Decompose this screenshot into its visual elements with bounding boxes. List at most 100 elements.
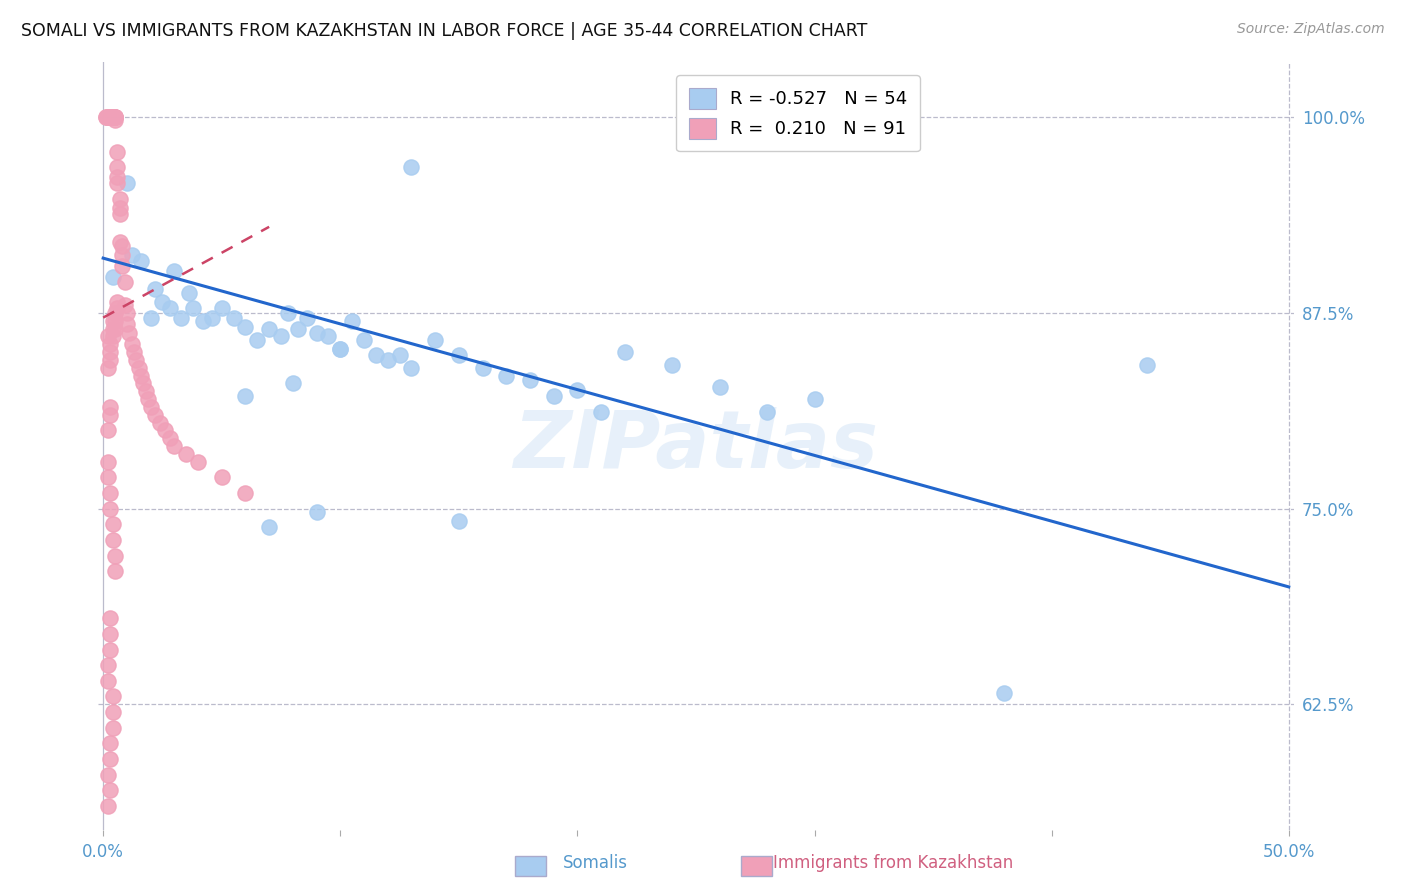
Point: [97, 110, 120, 124]
Point: [235, 389, 257, 403]
Point: [101, 705, 124, 719]
Point: [97, 110, 120, 124]
Point: [136, 392, 159, 406]
Point: [803, 392, 825, 406]
Point: [114, 298, 136, 312]
Point: [495, 368, 517, 383]
Point: [97, 799, 120, 814]
Point: [101, 110, 124, 124]
Point: [104, 110, 127, 124]
Point: [94, 110, 117, 124]
Point: [104, 306, 127, 320]
Point: [143, 408, 166, 422]
Point: [121, 337, 143, 351]
Point: [295, 310, 318, 325]
Point: [101, 329, 124, 343]
Point: [613, 345, 636, 359]
Point: [246, 333, 269, 347]
Point: [277, 306, 299, 320]
Point: [97, 360, 120, 375]
Point: [104, 113, 127, 128]
Point: [98, 110, 121, 124]
Point: [108, 235, 131, 250]
Point: [281, 376, 304, 391]
Point: [471, 360, 494, 375]
Point: [98, 736, 121, 750]
Point: [115, 306, 138, 320]
Point: [98, 611, 121, 625]
Point: [543, 389, 565, 403]
Point: [118, 326, 141, 341]
Point: [104, 314, 127, 328]
Point: [567, 383, 589, 397]
Point: [98, 110, 121, 124]
Point: [329, 342, 352, 356]
Point: [257, 520, 280, 534]
Point: [108, 207, 131, 221]
Point: [98, 110, 121, 124]
Point: [211, 301, 233, 316]
Point: [756, 404, 779, 418]
Point: [97, 673, 120, 688]
Point: [132, 376, 155, 391]
Point: [222, 310, 245, 325]
Point: [270, 329, 292, 343]
Point: [591, 404, 613, 418]
Point: [135, 384, 157, 399]
Point: [129, 254, 152, 268]
Point: [235, 320, 257, 334]
Point: [98, 408, 121, 422]
Point: [104, 110, 127, 124]
Point: [139, 310, 162, 325]
Point: [114, 275, 136, 289]
Point: [104, 549, 127, 563]
Point: [101, 517, 124, 532]
Point: [105, 176, 128, 190]
Point: [519, 373, 541, 387]
Point: [98, 337, 121, 351]
Point: [104, 110, 127, 124]
Point: [364, 348, 387, 362]
Point: [101, 110, 124, 124]
Point: [353, 333, 375, 347]
Point: [174, 447, 197, 461]
Point: [287, 321, 309, 335]
Point: [104, 110, 127, 124]
Point: [94, 110, 117, 124]
Text: Source: ZipAtlas.com: Source: ZipAtlas.com: [1237, 22, 1385, 37]
Point: [340, 314, 363, 328]
Point: [177, 285, 200, 300]
Point: [105, 295, 128, 310]
Point: [1135, 358, 1157, 372]
Point: [101, 110, 124, 124]
Point: [447, 348, 470, 362]
Point: [447, 514, 470, 528]
Point: [170, 310, 193, 325]
Point: [235, 486, 257, 500]
Point: [115, 176, 138, 190]
Point: [97, 423, 120, 437]
Point: [97, 768, 120, 782]
Point: [105, 161, 128, 175]
Point: [121, 248, 143, 262]
Point: [709, 379, 731, 393]
Point: [98, 110, 121, 124]
Point: [111, 238, 134, 252]
Point: [104, 321, 127, 335]
Point: [329, 342, 352, 356]
Point: [115, 317, 138, 331]
Point: [128, 360, 150, 375]
Point: [97, 110, 120, 124]
Point: [98, 345, 121, 359]
Point: [152, 295, 174, 310]
Point: [104, 564, 127, 578]
Point: [201, 310, 224, 325]
Point: [163, 263, 186, 277]
Point: [129, 368, 152, 383]
Point: [98, 352, 121, 367]
Point: [105, 301, 128, 316]
Point: [401, 161, 423, 175]
Point: [98, 501, 121, 516]
Point: [181, 301, 204, 316]
Point: [377, 352, 399, 367]
